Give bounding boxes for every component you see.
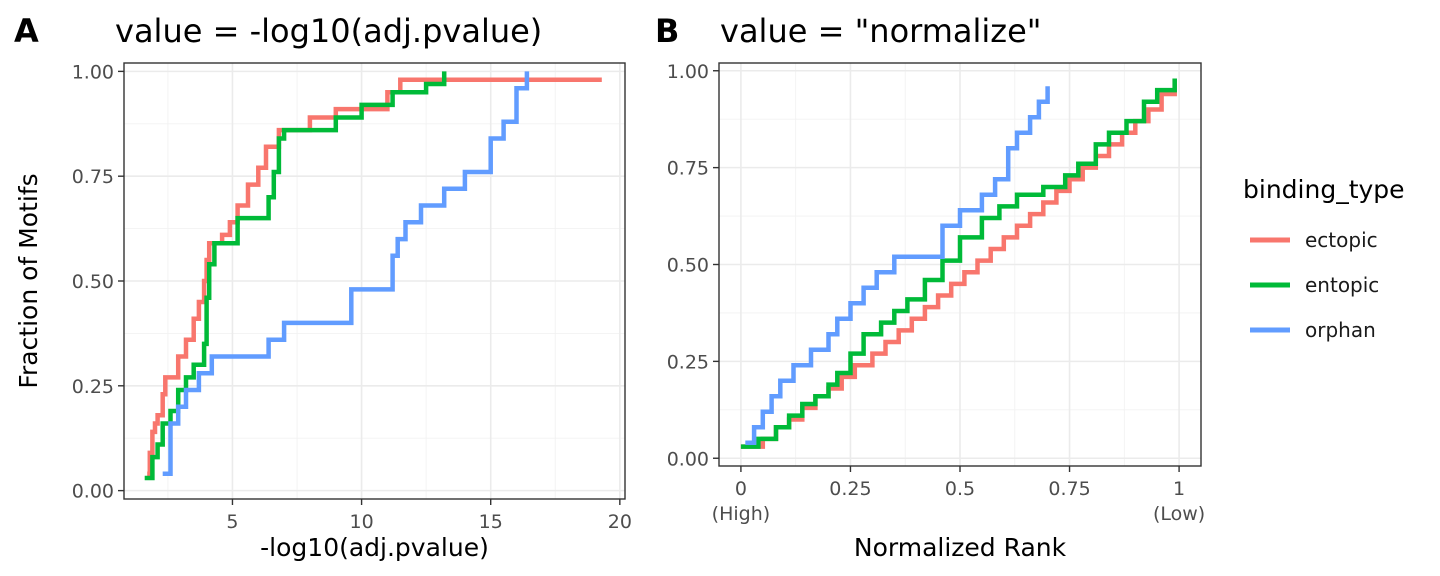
x-tick-label: (High) — [712, 503, 771, 525]
legend-label-orphan: orphan — [1305, 318, 1376, 342]
y-tick-label: 0.25 — [72, 376, 114, 398]
series-line-ectopic — [147, 77, 602, 477]
legend: binding_type ectopic entopic orphan — [1243, 175, 1405, 342]
panel-b-x-ticks: 0 (High) 0.25 0.5 0.75 1 (Low) — [712, 466, 1205, 525]
panel-b-grid — [719, 63, 1201, 466]
y-tick-label: 0.75 — [72, 166, 114, 188]
panel-a-x-ticks: 5 10 15 20 — [226, 499, 632, 533]
series-line-orphan — [162, 71, 530, 477]
x-tick-label: 0.5 — [945, 478, 975, 500]
series-line-orphan — [745, 86, 1050, 446]
x-tick-label: 20 — [608, 511, 632, 533]
panel-b-title: value = "normalize" — [720, 12, 1042, 50]
y-tick-label: 1.00 — [72, 61, 114, 83]
x-tick-label: 1 — [1173, 478, 1185, 500]
panel-b-x-axis-title: Normalized Rank — [854, 533, 1067, 562]
legend-items: ectopic entopic orphan — [1250, 228, 1379, 342]
panel-a-series — [144, 71, 602, 481]
x-tick-label: 0.75 — [1048, 478, 1090, 500]
x-tick-label: 0.25 — [829, 478, 871, 500]
x-tick-label: (Low) — [1153, 503, 1205, 525]
y-tick-label: 0.75 — [667, 158, 709, 180]
panel-b-tag: B — [655, 12, 679, 50]
panel-a: A value = -log10(adj.pvalue) 5 10 15 20 0.0… — [14, 12, 632, 562]
x-tick-label: 15 — [479, 511, 503, 533]
x-tick-label: 5 — [226, 511, 238, 533]
y-tick-label: 0.50 — [72, 271, 114, 293]
legend-title: binding_type — [1243, 175, 1405, 204]
legend-label-entopic: entopic — [1305, 273, 1379, 297]
panel-a-x-axis-title: -log10(adj.pvalue) — [260, 533, 489, 562]
x-tick-label: 10 — [349, 511, 373, 533]
panel-a-title: value = -log10(adj.pvalue) — [115, 12, 542, 50]
panel-a-y-axis-title: Fraction of Motifs — [14, 173, 43, 388]
y-tick-label: 0.25 — [667, 351, 709, 373]
panel-b-series — [740, 78, 1177, 449]
legend-label-ectopic: ectopic — [1305, 228, 1378, 252]
panel-b-y-ticks: 0.00 0.25 0.50 0.75 1.00 — [667, 61, 719, 470]
panel-a-grid — [124, 63, 625, 499]
panel-a-tag: A — [14, 12, 39, 50]
y-tick-label: 0.50 — [667, 255, 709, 277]
series-line-entopic — [740, 78, 1177, 449]
x-tick-label: 0 — [735, 478, 747, 500]
y-tick-label: 1.00 — [667, 61, 709, 83]
panel-a-y-ticks: 0.00 0.25 0.50 0.75 1.00 — [72, 61, 124, 503]
y-tick-label: 0.00 — [667, 448, 709, 470]
panel-b: B value = "normalize" 0 (High) 0.25 0.5 0.75… — [655, 12, 1205, 562]
y-tick-label: 0.00 — [72, 481, 114, 503]
